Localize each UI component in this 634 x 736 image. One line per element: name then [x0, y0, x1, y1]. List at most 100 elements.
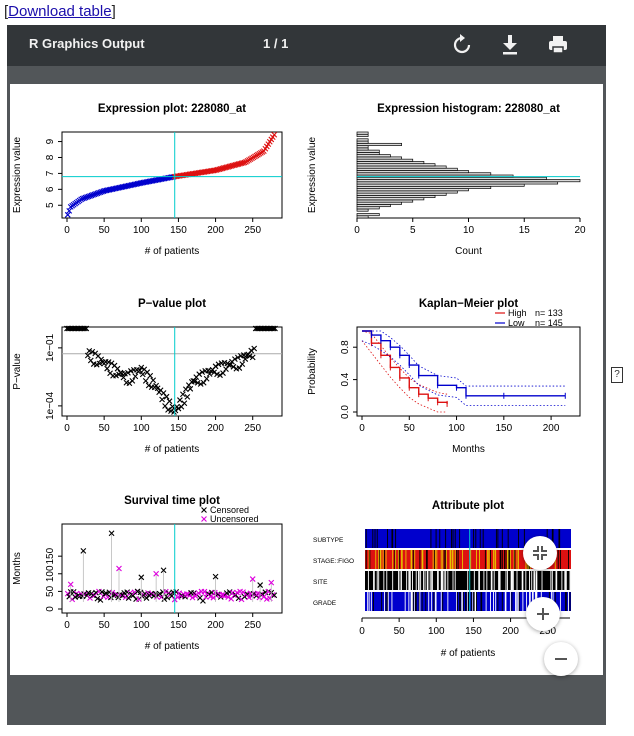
- print-icon[interactable]: [545, 32, 571, 58]
- attribute-cell: [395, 529, 397, 548]
- pvalue-point: [138, 364, 145, 371]
- attribute-cell: [426, 550, 427, 569]
- uncensored-point: [211, 589, 218, 596]
- uncensored-point: [158, 594, 165, 600]
- attribute-cell: [411, 592, 413, 611]
- y-tick-label: 0.4: [340, 372, 351, 386]
- attribute-cell: [365, 550, 367, 569]
- attribute-cell: [518, 592, 519, 611]
- attribute-cell: [470, 592, 472, 611]
- x-tick-label: 0: [354, 225, 360, 236]
- attribute-cell: [497, 529, 499, 548]
- pvalue-point: [217, 372, 223, 379]
- fit-page-icon[interactable]: [523, 536, 557, 570]
- legend-swatch: [201, 516, 207, 522]
- y-tick-label: 6: [45, 186, 56, 192]
- attribute-cell: [515, 592, 516, 611]
- attribute-cell: [501, 529, 503, 548]
- attribute-cell: [570, 571, 572, 590]
- attribute-cell: [552, 529, 554, 548]
- pvalue-point: [169, 403, 176, 410]
- attribute-cell: [559, 592, 561, 611]
- y-axis-label: Probability: [307, 348, 318, 395]
- attribute-cell: [387, 592, 389, 611]
- attribute-cell: [369, 550, 371, 569]
- attribute-cell: [517, 592, 519, 611]
- x-axis-label: Count: [455, 246, 482, 257]
- attribute-cell: [565, 571, 567, 590]
- attribute-cell: [386, 571, 388, 590]
- attribute-cell: [426, 550, 428, 569]
- pvalue-point: [150, 377, 157, 384]
- attribute-cell: [443, 571, 445, 590]
- pvalue-point: [93, 361, 100, 368]
- help-icon[interactable]: ?: [611, 367, 623, 383]
- attribute-cell: [490, 550, 491, 569]
- attribute-cell: [456, 592, 458, 611]
- pvalue-point: [166, 398, 173, 405]
- attribute-cell: [505, 550, 507, 569]
- attribute-cell: [478, 571, 480, 590]
- censored-point: [200, 597, 206, 604]
- attribute-cell: [387, 592, 388, 611]
- pvalue-point: [212, 363, 219, 370]
- x-tick-label: 200: [543, 423, 560, 434]
- x-tick-label: 0: [64, 423, 70, 434]
- attribute-cell: [435, 529, 437, 548]
- pvalue-point: [142, 378, 149, 384]
- legend-series-count: n= 145: [535, 318, 563, 328]
- attribute-cell: [445, 550, 447, 569]
- attribute-cell: [489, 550, 491, 569]
- attribute-cell: [399, 571, 401, 590]
- pvalue-point: [162, 403, 168, 409]
- attribute-cell: [526, 592, 528, 611]
- attribute-cell: [504, 592, 506, 611]
- attribute-cell: [555, 571, 557, 590]
- pvalue-point: [211, 369, 217, 376]
- zoom-out-icon[interactable]: [544, 642, 578, 676]
- attribute-cell: [518, 592, 520, 611]
- attribute-cell: [486, 571, 488, 590]
- censored-point: [80, 548, 87, 554]
- pvalue-point: [181, 400, 188, 407]
- attribute-cell: [425, 592, 427, 611]
- attribute-cell: [368, 550, 370, 569]
- attribute-cell: [556, 571, 558, 590]
- attribute-cell: [452, 571, 454, 590]
- uncensored-point: [225, 594, 232, 600]
- censored-point: [191, 590, 197, 596]
- rotate-icon[interactable]: [449, 32, 475, 58]
- pvalue-point: [270, 325, 277, 332]
- attribute-cell: [452, 550, 454, 569]
- attribute-cell: [406, 571, 408, 590]
- attribute-cell: [534, 571, 536, 590]
- attribute-cell: [434, 550, 436, 569]
- x-tick-label: 250: [539, 626, 556, 637]
- pvalue-point: [190, 377, 197, 384]
- attribute-cell: [450, 550, 452, 569]
- download-table-link[interactable]: Download table: [8, 3, 112, 20]
- zoom-in-icon[interactable]: [526, 597, 560, 631]
- download-icon[interactable]: [497, 32, 523, 58]
- attribute-cell: [456, 592, 458, 611]
- pvalue-point: [239, 361, 246, 367]
- attribute-cell: [431, 592, 433, 611]
- x-tick-label: 100: [428, 626, 445, 637]
- plot-frame: [356, 326, 581, 417]
- attribute-cell: [516, 571, 518, 590]
- pvalue-point: [206, 371, 213, 377]
- attribute-cell: [395, 550, 397, 569]
- pvalue-point: [132, 373, 139, 380]
- attribute-cell: [541, 571, 543, 590]
- attribute-cell: [481, 592, 483, 611]
- x-tick-label: 0: [64, 225, 70, 236]
- pvalue-point: [223, 366, 229, 373]
- attribute-cell: [457, 550, 459, 569]
- attribute-cell: [479, 571, 480, 590]
- attribute-cell: [392, 529, 394, 548]
- attribute-cell: [551, 571, 553, 590]
- km-ci-lower: [361, 340, 448, 413]
- uncensored-point: [174, 594, 181, 601]
- attribute-cell: [392, 550, 394, 569]
- attribute-cell: [419, 592, 421, 611]
